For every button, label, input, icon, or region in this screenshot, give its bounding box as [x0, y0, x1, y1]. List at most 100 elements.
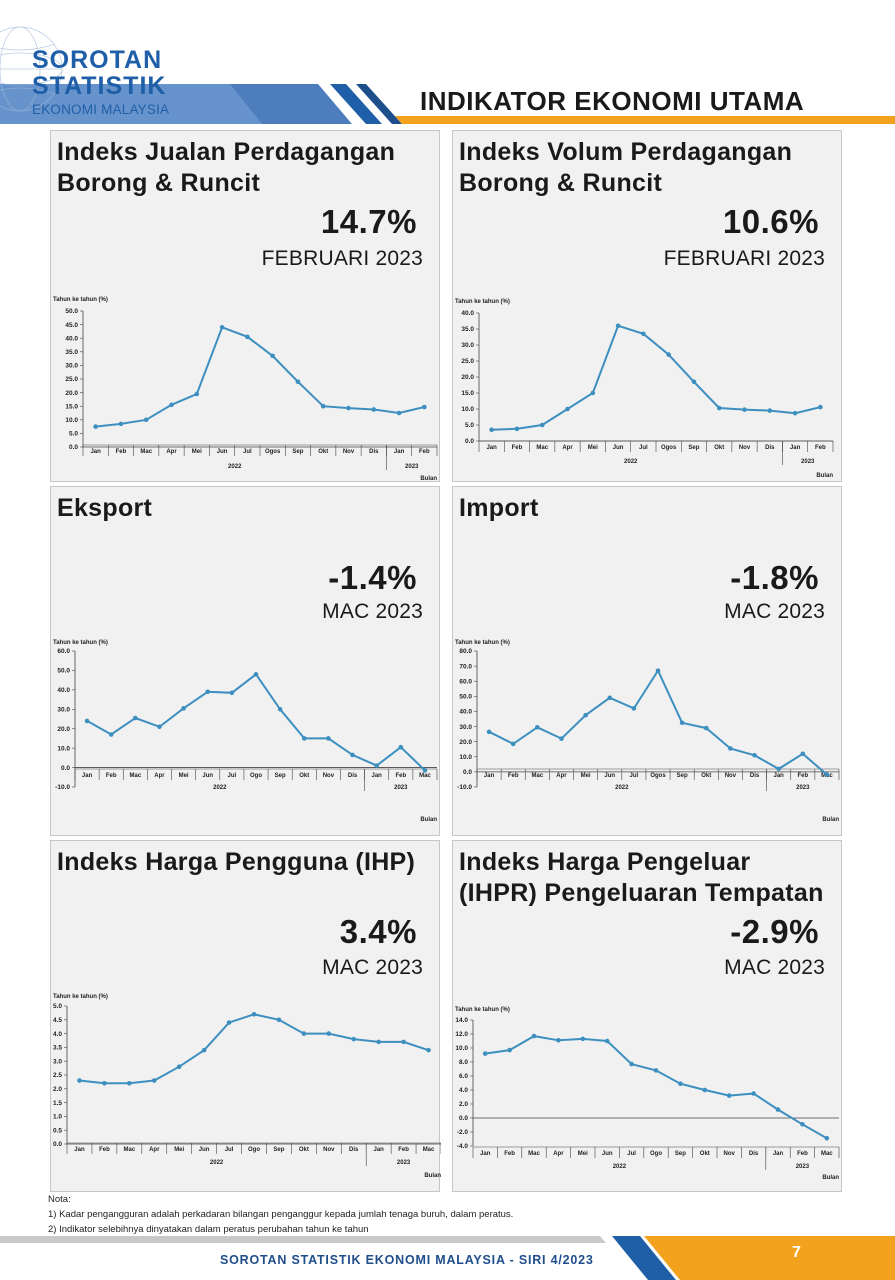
y-tick-label: 45.0 — [65, 322, 78, 329]
panel-title: Eksport — [57, 494, 153, 522]
data-point — [604, 1038, 610, 1044]
y-tick-label: 0.0 — [465, 438, 474, 445]
data-point — [580, 1036, 586, 1042]
data-point — [151, 1078, 157, 1083]
y-tick-label: 6.0 — [459, 1073, 468, 1080]
x-tick-label: Mac — [528, 1151, 540, 1157]
data-point — [666, 352, 671, 357]
data-point — [396, 410, 402, 416]
notes-heading: Nota: — [48, 1194, 71, 1205]
data-point — [728, 746, 733, 751]
x-tick-label: Mei — [588, 445, 598, 451]
x-tick-label: Apr — [553, 1151, 564, 1157]
data-point — [422, 767, 428, 773]
x-axis-label: Bulan — [822, 817, 839, 823]
x-tick-label: Jan — [484, 773, 495, 779]
x-tick-label: Okt — [714, 445, 724, 451]
data-point — [539, 422, 545, 428]
data-point — [824, 772, 830, 777]
y-tick-label: 0.0 — [53, 1141, 62, 1148]
panel-title: Indeks Jualan Perdagangan Borong & Runci… — [57, 138, 396, 197]
x-tick-label: Mei — [581, 773, 591, 779]
data-point — [818, 404, 823, 410]
data-point — [565, 406, 570, 412]
x-tick-label: Sep — [273, 1147, 284, 1153]
data-point — [703, 725, 709, 731]
x-tick-label: Mei — [179, 773, 189, 779]
page-title: INDIKATOR EKONOMI UTAMA — [420, 86, 805, 116]
x-axis-label: Bulan — [420, 817, 437, 823]
data-point — [486, 729, 492, 735]
x-tick-label: Dis — [749, 1151, 759, 1157]
data-point — [346, 405, 351, 411]
x-tick-label: Apr — [166, 449, 177, 455]
x-tick-label: Nov — [739, 445, 751, 451]
data-point — [655, 668, 661, 673]
x-tick-label: Sep — [275, 773, 286, 779]
data-point — [226, 1020, 232, 1025]
x-tick-label: Feb — [508, 773, 519, 779]
note-item-1: 1) Kadar pengangguran adalah perkadaran … — [48, 1209, 514, 1220]
x-tick-label: Sep — [688, 445, 699, 451]
data-point — [351, 1036, 357, 1042]
y-tick-label: 25.0 — [461, 358, 474, 365]
x-tick-label: Feb — [512, 445, 523, 451]
data-point — [127, 1080, 132, 1086]
x-tick-label: Jan — [74, 1147, 85, 1153]
data-point — [679, 720, 685, 726]
data-point — [716, 405, 722, 411]
x-tick-label: Jun — [602, 1151, 613, 1157]
data-point — [514, 426, 520, 432]
x-tick-label: Jan — [394, 449, 405, 455]
x-tick-label: Jan — [773, 773, 784, 779]
y-tick-label: 70.0 — [459, 663, 472, 670]
data-point — [295, 379, 301, 385]
x-tick-label: Jun — [202, 773, 213, 779]
y-tick-label: 60.0 — [57, 648, 70, 655]
x-tick-label: Dis — [750, 773, 760, 779]
panel-period: MAC 2023 — [724, 600, 825, 623]
data-point — [194, 391, 200, 397]
data-point — [792, 410, 798, 416]
x-tick-label: Ogos — [650, 773, 666, 779]
data-point — [824, 1136, 830, 1141]
data-point — [742, 407, 747, 412]
y-tick-label: 4.0 — [53, 1031, 62, 1038]
y-tick-label: 40.0 — [459, 709, 472, 716]
brand-line-3: EKONOMI MALAYSIA — [32, 102, 170, 117]
panel-title: Indeks Harga Pengguna (IHP) — [57, 848, 416, 876]
x-axis-label: Bulan — [816, 473, 833, 479]
y-tick-label: 35.0 — [461, 326, 474, 333]
data-point — [653, 1068, 659, 1073]
y-tick-label: 0.0 — [463, 769, 472, 776]
notes: Nota: 1) Kadar pengangguran adalah perka… — [48, 1192, 513, 1237]
data-point — [776, 766, 781, 772]
data-point — [245, 334, 250, 340]
data-point — [422, 404, 427, 410]
x-tick-label: Feb — [398, 1147, 409, 1153]
panel-title: Indeks Volum Perdagangan Borong & Runcit — [459, 138, 793, 197]
data-point — [531, 1033, 537, 1039]
data-point — [350, 752, 355, 758]
data-point — [629, 1061, 634, 1067]
x-tick-label: Mac — [129, 773, 141, 779]
y-tick-label: 1.0 — [53, 1114, 62, 1121]
line-chart: Tahun ke tahun (%) -4.0 -2.0 0.0 2.0 4.0 6.0 8.… — [455, 1007, 839, 1181]
panel-title: Import — [459, 494, 539, 522]
y-tick-label: 12.0 — [455, 1031, 468, 1038]
panel-wholesale-retail-volume: Indeks Volum Perdagangan Borong & Runcit… — [452, 130, 842, 482]
data-point — [583, 712, 588, 718]
page-number: 7 — [792, 1244, 801, 1261]
data-point — [751, 1091, 756, 1096]
year-label-2023: 2023 — [394, 785, 408, 791]
data-point — [374, 763, 379, 768]
data-point — [205, 689, 211, 695]
data-point — [376, 1039, 381, 1045]
series-line — [491, 324, 821, 431]
x-tick-label: Nov — [725, 773, 737, 779]
x-tick-label: Mac — [123, 1147, 135, 1153]
y-tick-label: 30.0 — [459, 724, 472, 731]
data-point — [301, 736, 307, 741]
x-tick-label: Feb — [797, 1151, 808, 1157]
y-tick-label: 2.0 — [53, 1086, 62, 1093]
